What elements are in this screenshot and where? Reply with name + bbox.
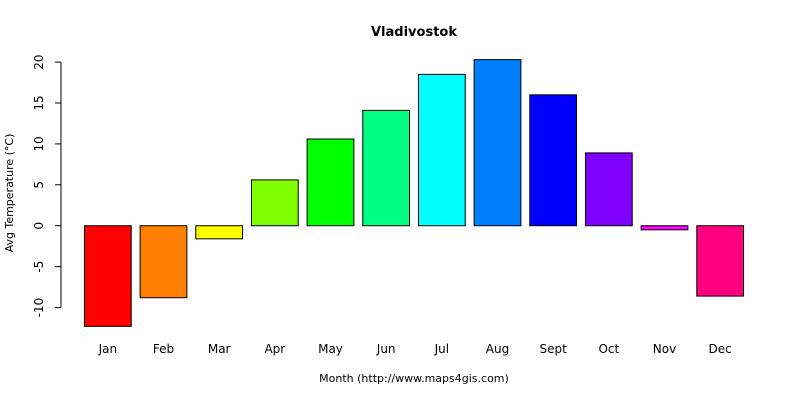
bar-mar — [195, 225, 244, 240]
x-tick-label: May — [318, 342, 343, 356]
bar-jan — [83, 225, 132, 327]
bars — [83, 59, 745, 327]
bar-oct — [584, 152, 633, 227]
y-tick-label: 0 — [32, 222, 46, 230]
y-axis: -10 -5 0 5 10 15 20 — [32, 54, 62, 318]
x-axis-title: Month (http://www.maps4gis.com) — [319, 372, 509, 385]
x-tick-label: Jun — [376, 342, 396, 356]
bar-jun — [362, 109, 411, 227]
x-axis-labels: Jan Feb Mar Apr May Jun Jul Aug Sept Oct Nov Dec — [98, 342, 732, 356]
y-tick-label: 20 — [32, 54, 46, 69]
x-tick-label: Dec — [709, 342, 732, 356]
x-tick-label: Apr — [264, 342, 285, 356]
y-axis-title: Avg Temperature (°C) — [3, 134, 16, 253]
x-tick-label: Oct — [598, 342, 619, 356]
bar-dec — [696, 225, 745, 297]
y-tick-label: 10 — [32, 136, 46, 151]
x-tick-label: Jul — [434, 342, 449, 356]
y-tick-label: 15 — [32, 95, 46, 110]
y-tick-label: 5 — [32, 181, 46, 189]
bar-nov — [640, 225, 689, 231]
x-tick-label: Aug — [486, 342, 509, 356]
x-tick-label: Sept — [540, 342, 568, 356]
bar-jul — [417, 73, 466, 227]
x-tick-label: Jan — [98, 342, 118, 356]
y-tick-label: -10 — [32, 298, 46, 318]
x-tick-label: Mar — [208, 342, 231, 356]
bar-aug — [473, 59, 522, 227]
bar-may — [306, 138, 355, 227]
bar-feb — [139, 225, 188, 299]
bar-sept — [529, 94, 578, 227]
y-tick-label: -5 — [32, 261, 46, 273]
x-tick-label: Nov — [653, 342, 676, 356]
bar-apr — [250, 179, 299, 227]
x-tick-label: Feb — [153, 342, 174, 356]
chart-title: Vladivostok — [371, 25, 457, 40]
